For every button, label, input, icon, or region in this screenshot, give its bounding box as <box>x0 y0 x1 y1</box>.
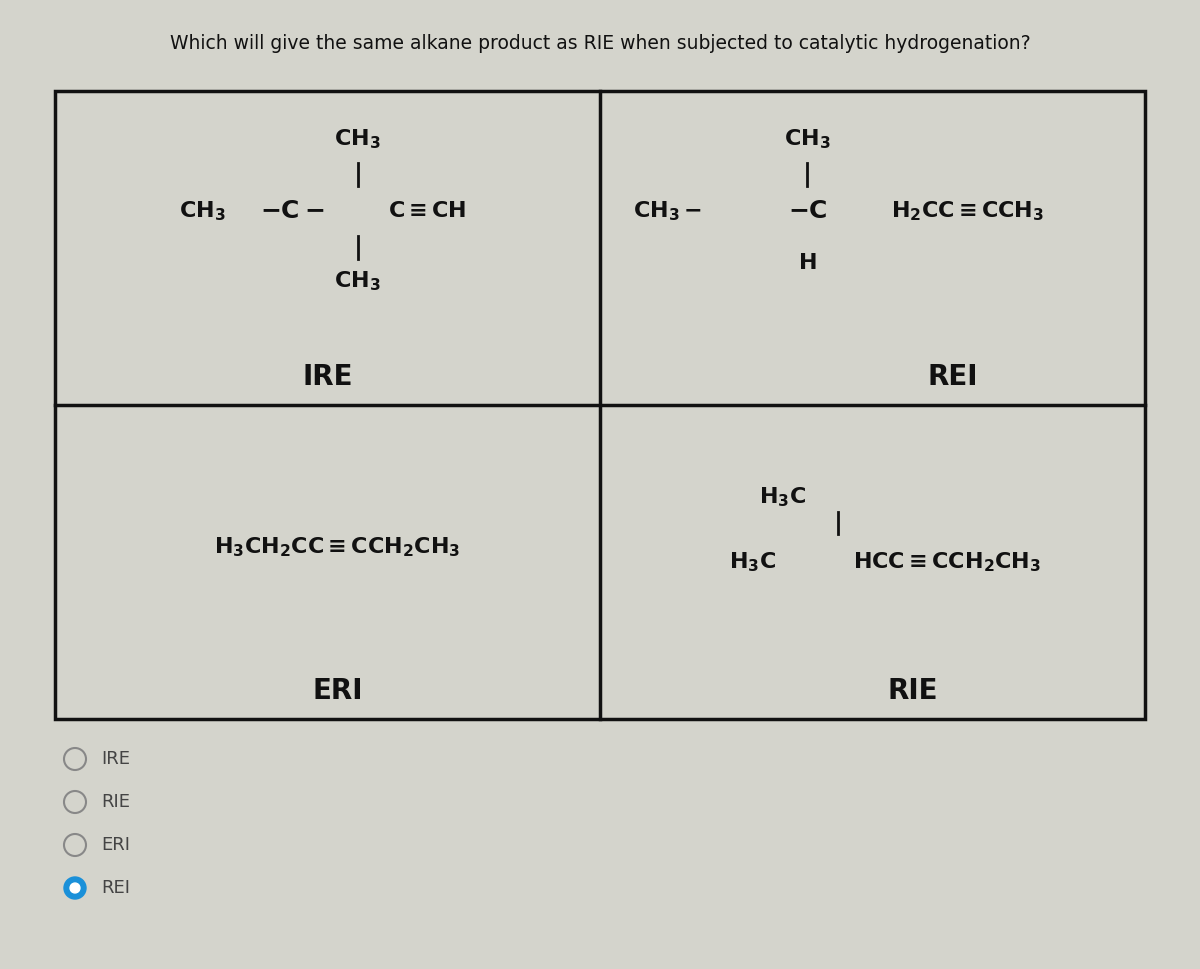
Text: REI: REI <box>101 879 130 897</box>
Text: ERI: ERI <box>101 836 130 854</box>
Text: $\bf{HCC{\equiv}CCH_2CH_3}$: $\bf{HCC{\equiv}CCH_2CH_3}$ <box>853 550 1042 574</box>
Bar <box>55 91 1145 719</box>
Text: $\bf{-C-}$: $\bf{-C-}$ <box>260 199 325 223</box>
Text: $\bf{H_3CH_2CC{\equiv}CCH_2CH_3}$: $\bf{H_3CH_2CC{\equiv}CCH_2CH_3}$ <box>215 535 461 559</box>
Text: RIE: RIE <box>887 677 937 705</box>
Circle shape <box>70 883 80 893</box>
Text: $\bf{CH_3}$: $\bf{CH_3}$ <box>179 200 226 223</box>
Circle shape <box>64 877 86 899</box>
Text: IRE: IRE <box>302 363 353 391</box>
Text: $\bf{H}$: $\bf{H}$ <box>798 253 817 273</box>
Text: ERI: ERI <box>312 677 362 705</box>
Text: $\bf{H_3C}$: $\bf{H_3C}$ <box>728 550 776 574</box>
Text: $\bf{C{\equiv}CH}$: $\bf{C{\equiv}CH}$ <box>389 201 467 221</box>
Text: Which will give the same alkane product as RIE when subjected to catalytic hydro: Which will give the same alkane product … <box>169 34 1031 53</box>
Text: $\bf{CH_3-}$: $\bf{CH_3-}$ <box>632 200 702 223</box>
Text: $\bf{CH_3}$: $\bf{CH_3}$ <box>334 127 380 151</box>
Text: $\bf{-C}$: $\bf{-C}$ <box>787 199 827 223</box>
Text: $\bf{CH_3}$: $\bf{CH_3}$ <box>784 127 830 151</box>
Text: RIE: RIE <box>101 793 130 811</box>
Text: $\bf{CH_3}$: $\bf{CH_3}$ <box>334 269 380 293</box>
Text: IRE: IRE <box>101 750 130 768</box>
Text: $\bf{H_3C}$: $\bf{H_3C}$ <box>758 485 806 509</box>
Text: REI: REI <box>928 363 978 391</box>
Text: $\bf{H_2CC{\equiv}CCH_3}$: $\bf{H_2CC{\equiv}CCH_3}$ <box>890 200 1044 223</box>
